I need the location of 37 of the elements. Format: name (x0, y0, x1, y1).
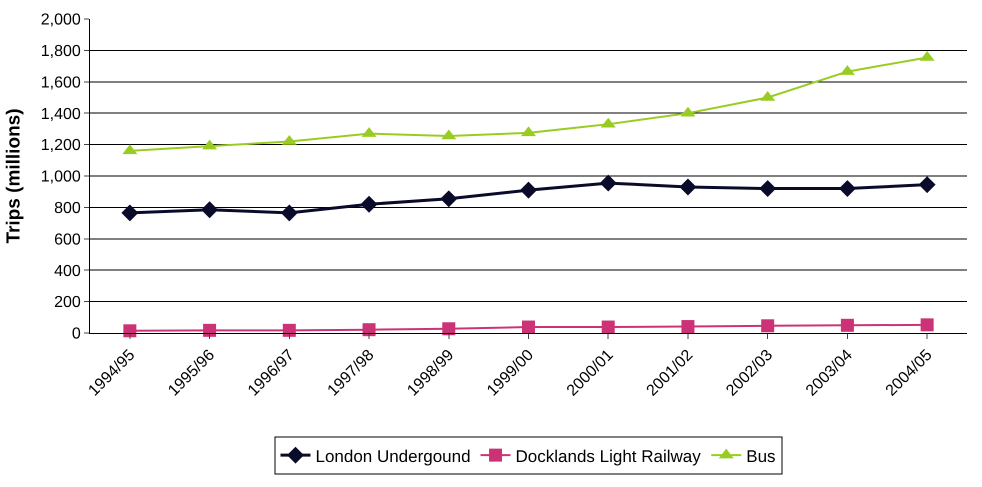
y-tick-label: 1,800 (40, 43, 81, 60)
legend-label: Docklands Light Railway (516, 446, 702, 466)
y-tick-label: 2,000 (40, 12, 81, 29)
point (838, 180, 856, 198)
point (362, 323, 376, 336)
point (840, 318, 854, 332)
point (759, 180, 776, 198)
legend-label: Bus (746, 446, 776, 466)
legend-label: London Undergound (316, 446, 471, 466)
y-tick-label: 0 (72, 326, 81, 343)
y-tick-label: 800 (54, 200, 81, 217)
y-axis-title: Trips (millions) (4, 108, 25, 244)
y-tick-label: 200 (54, 294, 81, 312)
point (920, 318, 934, 332)
point (280, 204, 298, 222)
point (918, 176, 936, 194)
point (681, 320, 694, 334)
point (442, 322, 456, 336)
y-tick-label: 400 (54, 262, 81, 280)
point (121, 204, 138, 222)
point (602, 320, 615, 334)
point (761, 319, 774, 332)
point (282, 324, 296, 337)
point (440, 190, 458, 208)
point (520, 182, 537, 199)
y-tick-label: 1,400 (40, 106, 81, 123)
point (360, 196, 378, 213)
y-tick-label: 1,200 (40, 137, 81, 154)
point (522, 320, 535, 334)
point (123, 324, 136, 338)
y-tick-label: 1,600 (40, 74, 81, 92)
point (203, 324, 216, 337)
y-tick-label: 1,000 (40, 168, 81, 186)
point (680, 178, 696, 196)
point (600, 174, 617, 192)
point (201, 201, 218, 218)
y-tick-label: 600 (54, 231, 81, 248)
